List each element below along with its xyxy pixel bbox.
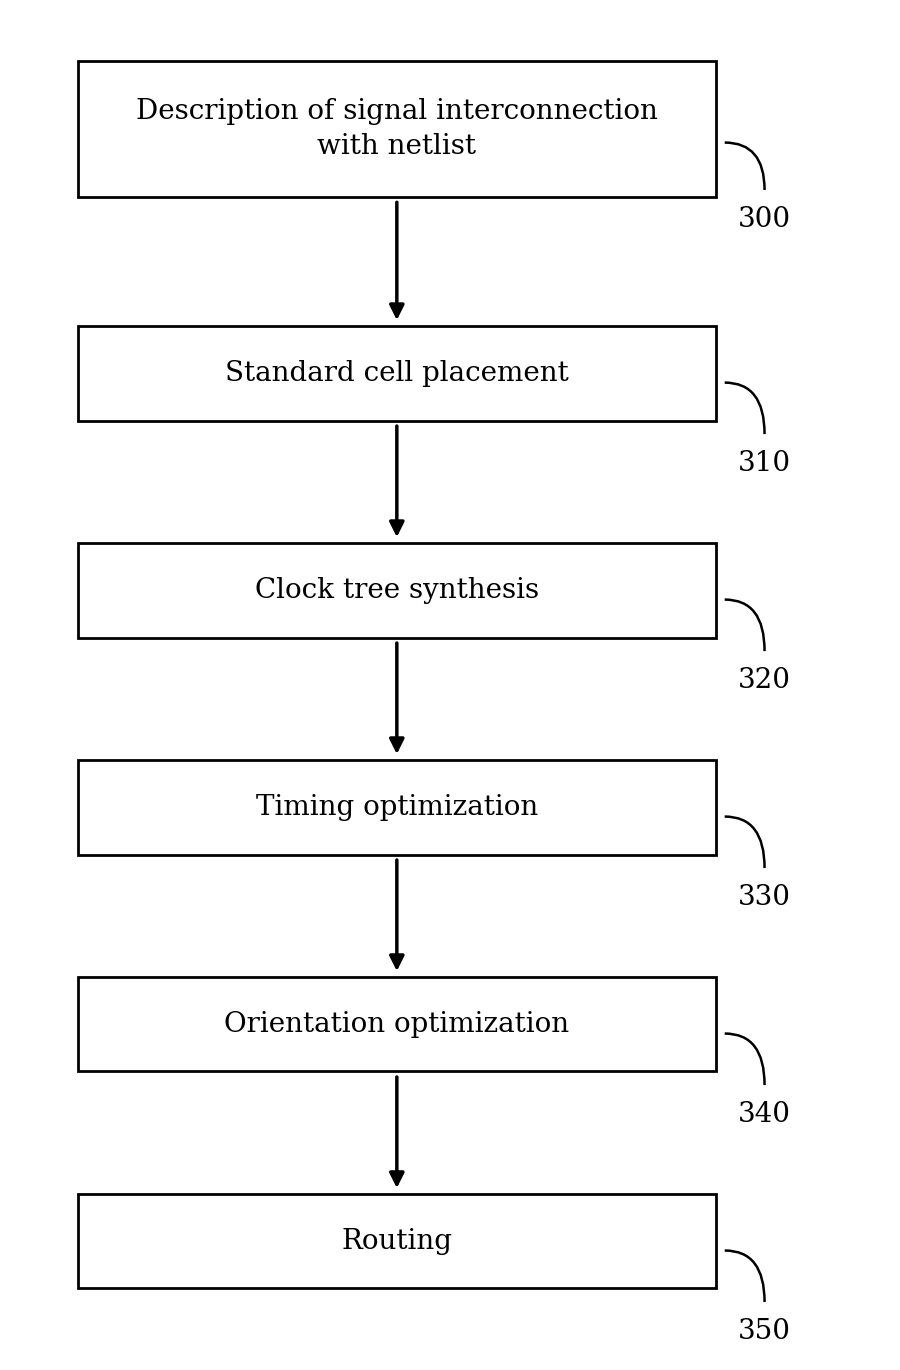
FancyBboxPatch shape xyxy=(77,326,716,421)
Text: Orientation optimization: Orientation optimization xyxy=(224,1011,570,1037)
Text: 320: 320 xyxy=(738,667,791,695)
Text: Timing optimization: Timing optimization xyxy=(256,793,538,821)
FancyBboxPatch shape xyxy=(77,977,716,1071)
FancyBboxPatch shape xyxy=(77,759,716,855)
Text: Description of signal interconnection
with netlist: Description of signal interconnection wi… xyxy=(136,97,658,160)
FancyBboxPatch shape xyxy=(77,543,716,637)
Text: 310: 310 xyxy=(738,451,791,477)
Text: Clock tree synthesis: Clock tree synthesis xyxy=(255,577,539,604)
Text: Routing: Routing xyxy=(341,1228,453,1255)
Text: 340: 340 xyxy=(738,1101,791,1129)
Text: 350: 350 xyxy=(738,1318,791,1345)
Text: 300: 300 xyxy=(738,207,791,233)
FancyBboxPatch shape xyxy=(77,1193,716,1288)
FancyBboxPatch shape xyxy=(77,62,716,197)
Text: Standard cell placement: Standard cell placement xyxy=(225,359,569,386)
Text: 330: 330 xyxy=(738,885,791,911)
